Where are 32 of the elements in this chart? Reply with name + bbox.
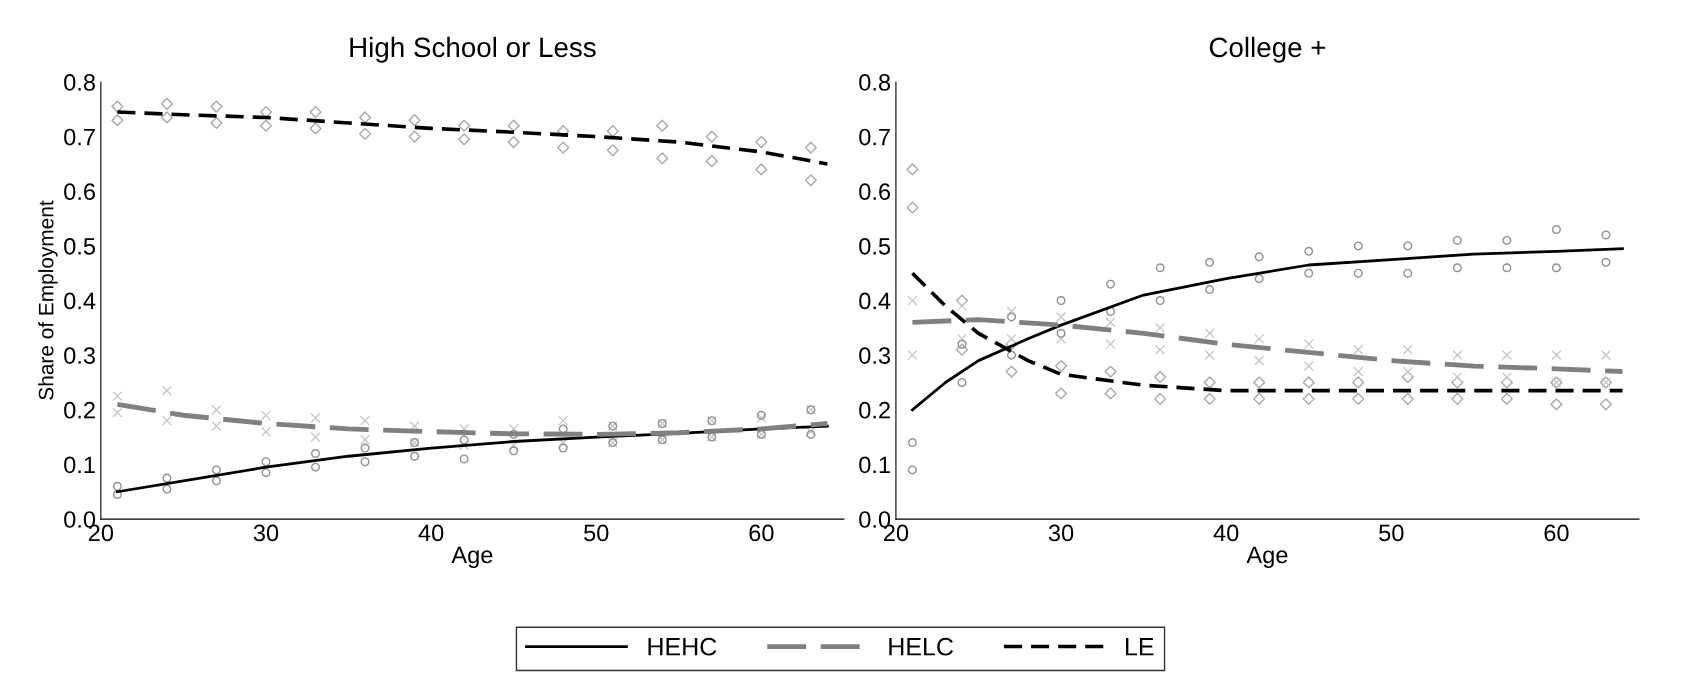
x-tick-label: 40 <box>418 524 444 542</box>
y-tick-label: 0.7 <box>64 128 95 146</box>
chart-title: High School or Less <box>350 36 596 63</box>
x-axis-title: Age <box>451 546 493 568</box>
y-tick-label: 0.6 <box>64 183 95 201</box>
y-tick-label: 0.1 <box>64 456 95 474</box>
legend-label: HEHC <box>648 637 717 656</box>
y-tick-label: 0.8 <box>859 74 891 91</box>
x-tick-label: 60 <box>1544 524 1569 542</box>
x-tick-label: 30 <box>1048 524 1074 542</box>
y-tick-label: 0.3 <box>859 347 891 364</box>
x-axis-title: Age <box>1246 546 1288 568</box>
y-tick-label: 0.4 <box>64 292 96 310</box>
y-tick-label: 0.3 <box>64 347 95 364</box>
x-tick-label: 30 <box>253 524 279 542</box>
y-tick-label: 0.4 <box>859 292 891 310</box>
y-axis-title: Share of Employment <box>38 200 58 400</box>
x-tick-label: 50 <box>584 524 609 542</box>
legend-label: HELC <box>889 637 954 656</box>
x-tick-label: 60 <box>749 524 774 542</box>
y-tick-label: 0.7 <box>859 128 890 146</box>
y-tick-label: 0.2 <box>64 401 95 419</box>
y-tick-label: 0.5 <box>64 237 96 255</box>
y-tick-label: 0.1 <box>859 456 890 474</box>
x-tick-label: 40 <box>1213 524 1239 542</box>
y-tick-label: 0.8 <box>64 74 95 91</box>
chart-title: College + <box>1209 36 1326 63</box>
legend-label: LE <box>1126 638 1154 656</box>
y-tick-label: 0.2 <box>859 401 890 419</box>
y-tick-label: 0.6 <box>859 183 891 201</box>
y-tick-label: 0.5 <box>859 237 891 255</box>
x-tick-label: 50 <box>1379 524 1404 542</box>
